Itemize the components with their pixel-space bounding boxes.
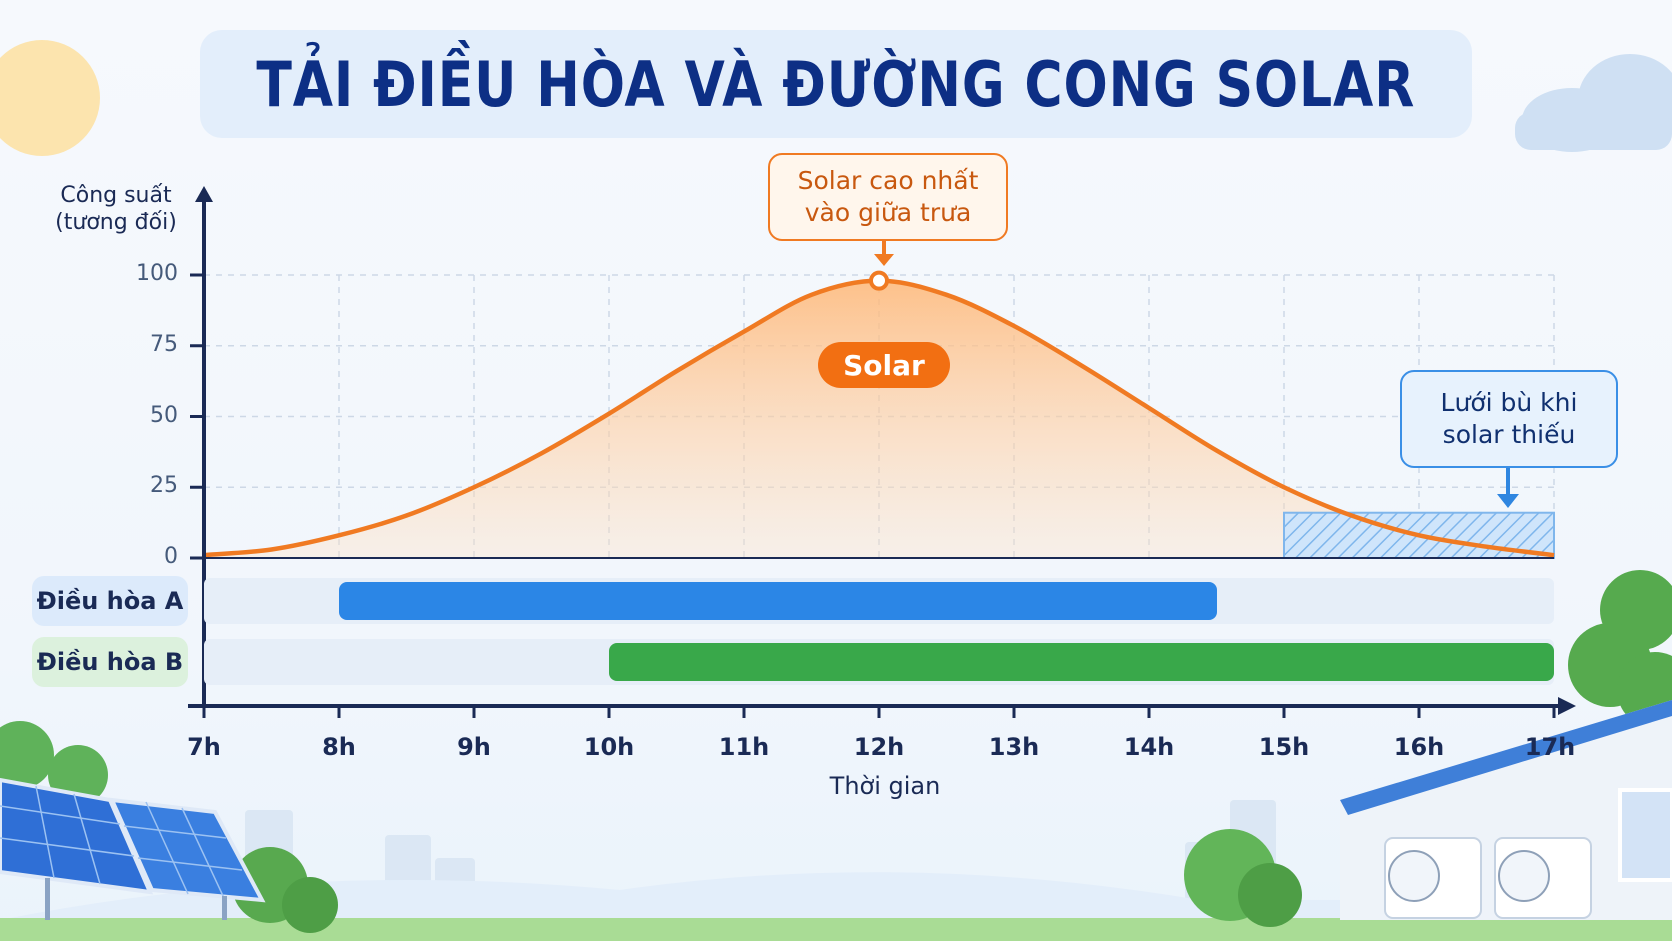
ac-b-label: Điều hòa B (32, 637, 188, 687)
solar-point-1 (270, 548, 274, 552)
solar-point-4 (472, 485, 476, 489)
solar-peak-callout-line2: vào giữa trưa (804, 198, 972, 227)
solar-point-9 (810, 293, 814, 297)
ac-a-runtime-bar (339, 582, 1217, 620)
down-arrow-icon (874, 240, 894, 266)
cloud-icon (1515, 54, 1672, 152)
solar-panel-icon (0, 777, 266, 920)
solar-point-3 (405, 514, 409, 518)
tree-left (0, 721, 338, 933)
solar-point-6 (607, 412, 611, 416)
solar-point-2 (337, 533, 341, 537)
y-tick-label-2: 50 (150, 402, 178, 428)
x-tick-label-3: 10h (583, 733, 635, 761)
x-tick-label-6: 13h (988, 733, 1040, 761)
solar-area (204, 280, 1554, 558)
solar-peak-callout: Solar cao nhất vào giữa trưa (768, 153, 1008, 241)
page-title: TẢI ĐIỀU HÒA VÀ ĐƯỜNG CONG SOLAR (256, 47, 1416, 121)
x-tick-label-4: 11h (718, 733, 770, 761)
solar-point-12 (1012, 324, 1016, 328)
x-tick-label-2: 9h (457, 733, 491, 761)
solar-point-18 (1417, 533, 1421, 537)
solar-point-19 (1485, 545, 1489, 549)
axes (188, 186, 1576, 718)
grid-backup-callout-line2: solar thiếu (1442, 420, 1576, 449)
x-tick-label-8: 15h (1258, 733, 1310, 761)
title-banner: TẢI ĐIỀU HÒA VÀ ĐƯỜNG CONG SOLAR (200, 30, 1472, 138)
ac-outdoor-unit-icon (1384, 837, 1592, 919)
solar-point-20 (1552, 553, 1556, 557)
x-axis-label: Thời gian (829, 772, 941, 800)
y-axis-arrow-icon (195, 186, 213, 202)
x-tick-label-5: 12h (853, 733, 905, 761)
solar-point-11 (945, 293, 949, 297)
solar-point-5 (540, 451, 544, 455)
y-axis-label: Công suất (tương đối) (46, 182, 186, 236)
x-tick-label-0: 7h (187, 733, 221, 761)
grass (0, 918, 1672, 941)
solar-point-8 (742, 330, 746, 334)
ac-b-runtime-bar (609, 643, 1554, 681)
grid-backup-callout-line1: Lưới bù khi (1440, 388, 1578, 417)
solar-peak-callout-line1: Solar cao nhất (797, 166, 979, 195)
tree-right (1184, 570, 1672, 927)
y-tick-label-3: 75 (150, 331, 178, 357)
solar-point-17 (1350, 514, 1354, 518)
solar-point-16 (1282, 485, 1286, 489)
x-tick-label-9: 16h (1393, 733, 1445, 761)
x-axis-arrow-icon (1558, 697, 1576, 715)
down-arrow-icon (1497, 466, 1519, 508)
y-tick-label-4: 100 (136, 261, 178, 286)
y-tick-label-0: 0 (164, 544, 178, 569)
x-tick-label-10: 17h (1524, 733, 1576, 761)
ac-a-label: Điều hòa A (32, 576, 188, 626)
solar-point-15 (1215, 448, 1219, 452)
solar-peak-marker (869, 270, 889, 291)
x-tick-label-1: 8h (322, 733, 356, 761)
solar-point-7 (675, 369, 679, 373)
solar-area-label: Solar (818, 342, 950, 388)
grid-backup-callout: Lưới bù khi solar thiếu (1400, 370, 1618, 468)
x-tick-label-7: 14h (1123, 733, 1175, 761)
solar-point-13 (1080, 364, 1084, 368)
y-axis-label-line2: (tương đối) (55, 210, 177, 235)
y-tick-label-1: 25 (150, 473, 178, 499)
sun-icon (0, 40, 100, 156)
solar-point-14 (1147, 406, 1151, 410)
y-axis-label-line1: Công suất (60, 183, 172, 208)
